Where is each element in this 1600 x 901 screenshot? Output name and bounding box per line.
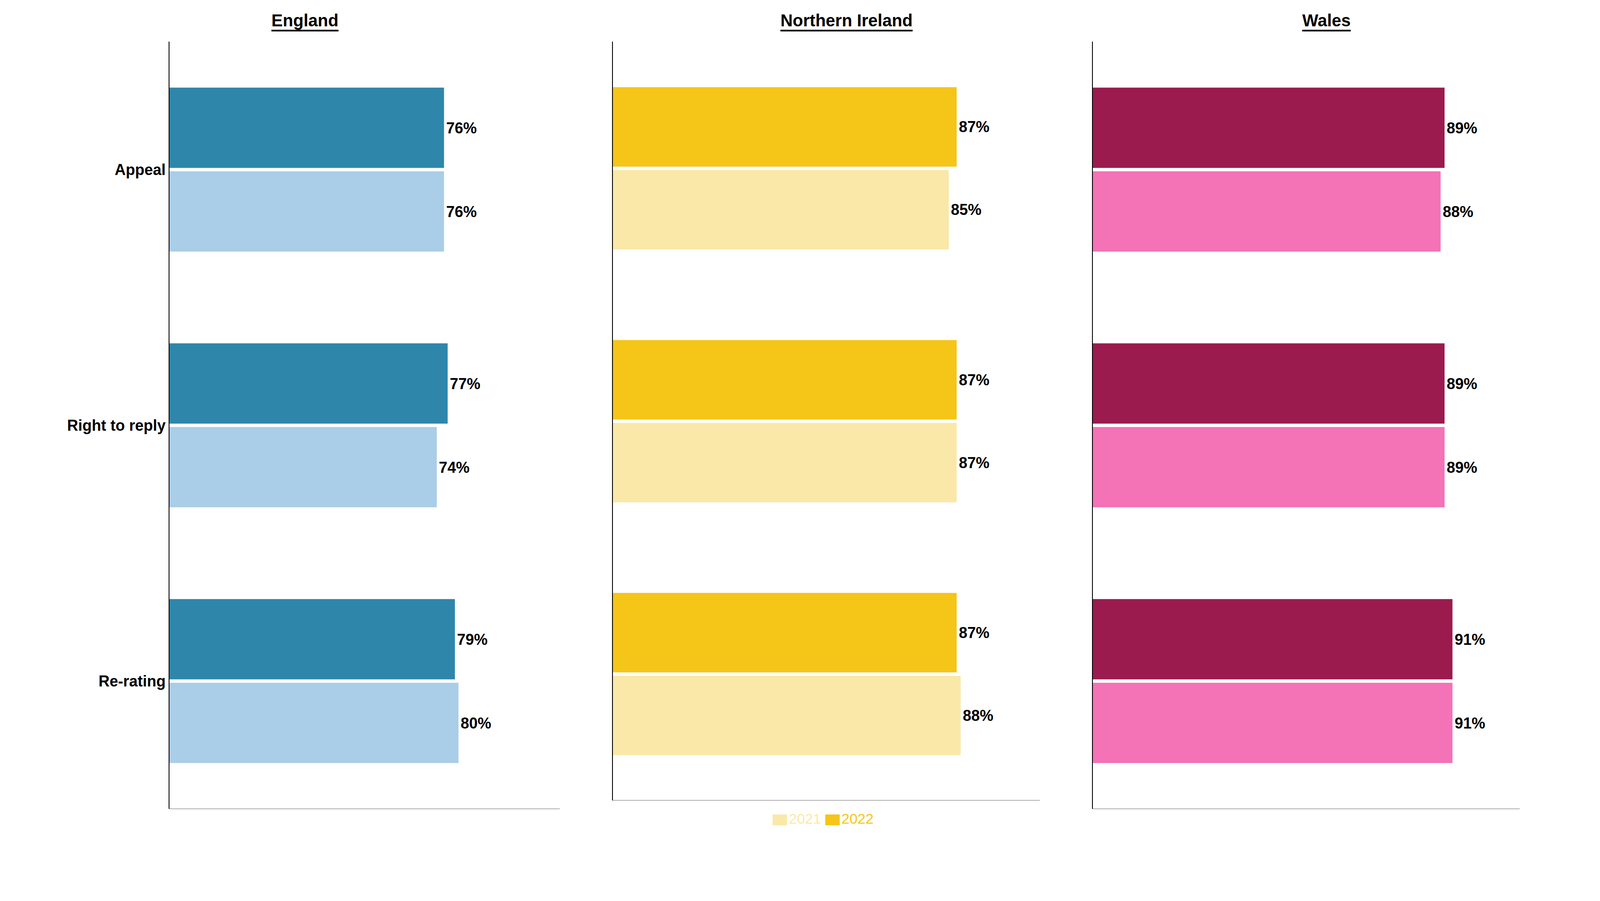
html-text:Northern Ireland: Northern Ireland (780, 11, 913, 30)
svg-text:Appeal: Appeal (114, 160, 166, 179)
html-text:2021: 2021 (788, 810, 822, 827)
svg-text:80%: 80% (460, 714, 492, 732)
svg-text:88%: 88% (962, 706, 994, 725)
svg-text:Re-rating: Re-rating (98, 672, 166, 690)
html-text:Wales: Wales (1302, 11, 1351, 30)
svg-text:76%: 76% (445, 203, 477, 221)
svg-text:88%: 88% (1442, 203, 1474, 221)
svg-text:91%: 91% (1454, 630, 1486, 649)
svg-text:74%: 74% (438, 458, 470, 477)
svg-text:87%: 87% (958, 623, 990, 642)
svg-text:87%: 87% (958, 118, 990, 136)
svg-text:89%: 89% (1446, 375, 1478, 393)
svg-text:91%: 91% (1454, 714, 1486, 732)
svg-text:77%: 77% (449, 375, 481, 393)
svg-text:89%: 89% (1446, 458, 1478, 477)
svg-text:76%: 76% (445, 119, 477, 137)
html-text:England: England (271, 11, 339, 30)
svg-text:89%: 89% (1446, 119, 1478, 137)
svg-text:79%: 79% (457, 630, 488, 649)
svg-text:85%: 85% (950, 200, 982, 219)
svg-text:87%: 87% (958, 454, 990, 472)
svg-text:87%: 87% (958, 371, 990, 389)
svg-text:Right to reply: Right to reply (67, 416, 166, 435)
html-text:2022: 2022 (841, 810, 874, 827)
